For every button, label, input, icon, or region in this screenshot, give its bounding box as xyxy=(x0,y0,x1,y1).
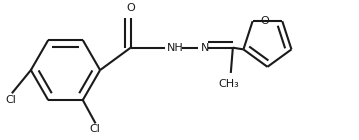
Text: Cl: Cl xyxy=(90,124,101,135)
Text: NH: NH xyxy=(167,43,184,53)
Text: Cl: Cl xyxy=(5,94,16,105)
Text: O: O xyxy=(126,4,135,13)
Text: N: N xyxy=(201,43,209,53)
Text: CH₃: CH₃ xyxy=(218,79,239,89)
Text: O: O xyxy=(260,16,269,26)
